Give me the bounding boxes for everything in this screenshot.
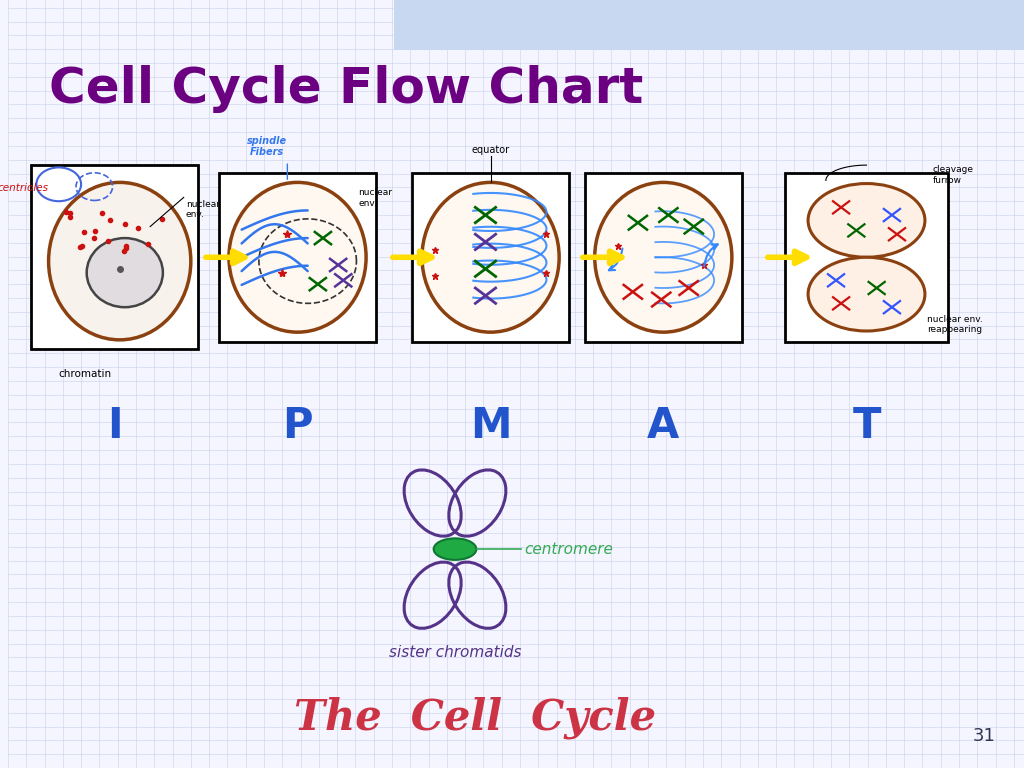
Text: cleavage
furrow: cleavage furrow — [933, 165, 974, 184]
Text: T: T — [852, 406, 881, 447]
Text: centromere: centromere — [524, 541, 613, 557]
Text: Cell Cycle Flow Chart: Cell Cycle Flow Chart — [48, 65, 643, 113]
Bar — [31, 165, 199, 349]
Bar — [785, 173, 948, 342]
Text: I: I — [106, 406, 123, 447]
Text: sister chromatids: sister chromatids — [389, 645, 521, 660]
Ellipse shape — [48, 183, 190, 340]
Text: A: A — [647, 406, 679, 447]
Text: P: P — [283, 406, 312, 447]
Text: 31: 31 — [973, 727, 995, 745]
Bar — [585, 173, 742, 342]
Text: centrioles: centrioles — [0, 183, 49, 194]
Ellipse shape — [808, 184, 925, 257]
Ellipse shape — [434, 538, 476, 560]
Text: nuclear env.
reappearing: nuclear env. reappearing — [928, 315, 983, 334]
Text: spindle
Fibers: spindle Fibers — [247, 136, 287, 157]
Bar — [219, 173, 376, 342]
Ellipse shape — [595, 183, 732, 332]
Ellipse shape — [808, 257, 925, 331]
Text: chromatin: chromatin — [58, 369, 112, 379]
Bar — [412, 173, 569, 342]
Ellipse shape — [229, 183, 367, 332]
Ellipse shape — [422, 183, 559, 332]
Text: nuclear
env.: nuclear env. — [185, 200, 220, 219]
Text: nuclear
env.: nuclear env. — [358, 188, 392, 207]
Text: M: M — [470, 406, 511, 447]
Ellipse shape — [87, 238, 163, 307]
FancyBboxPatch shape — [394, 0, 1024, 50]
Text: The  Cell  Cycle: The Cell Cycle — [294, 697, 656, 740]
Text: equator: equator — [471, 145, 510, 155]
